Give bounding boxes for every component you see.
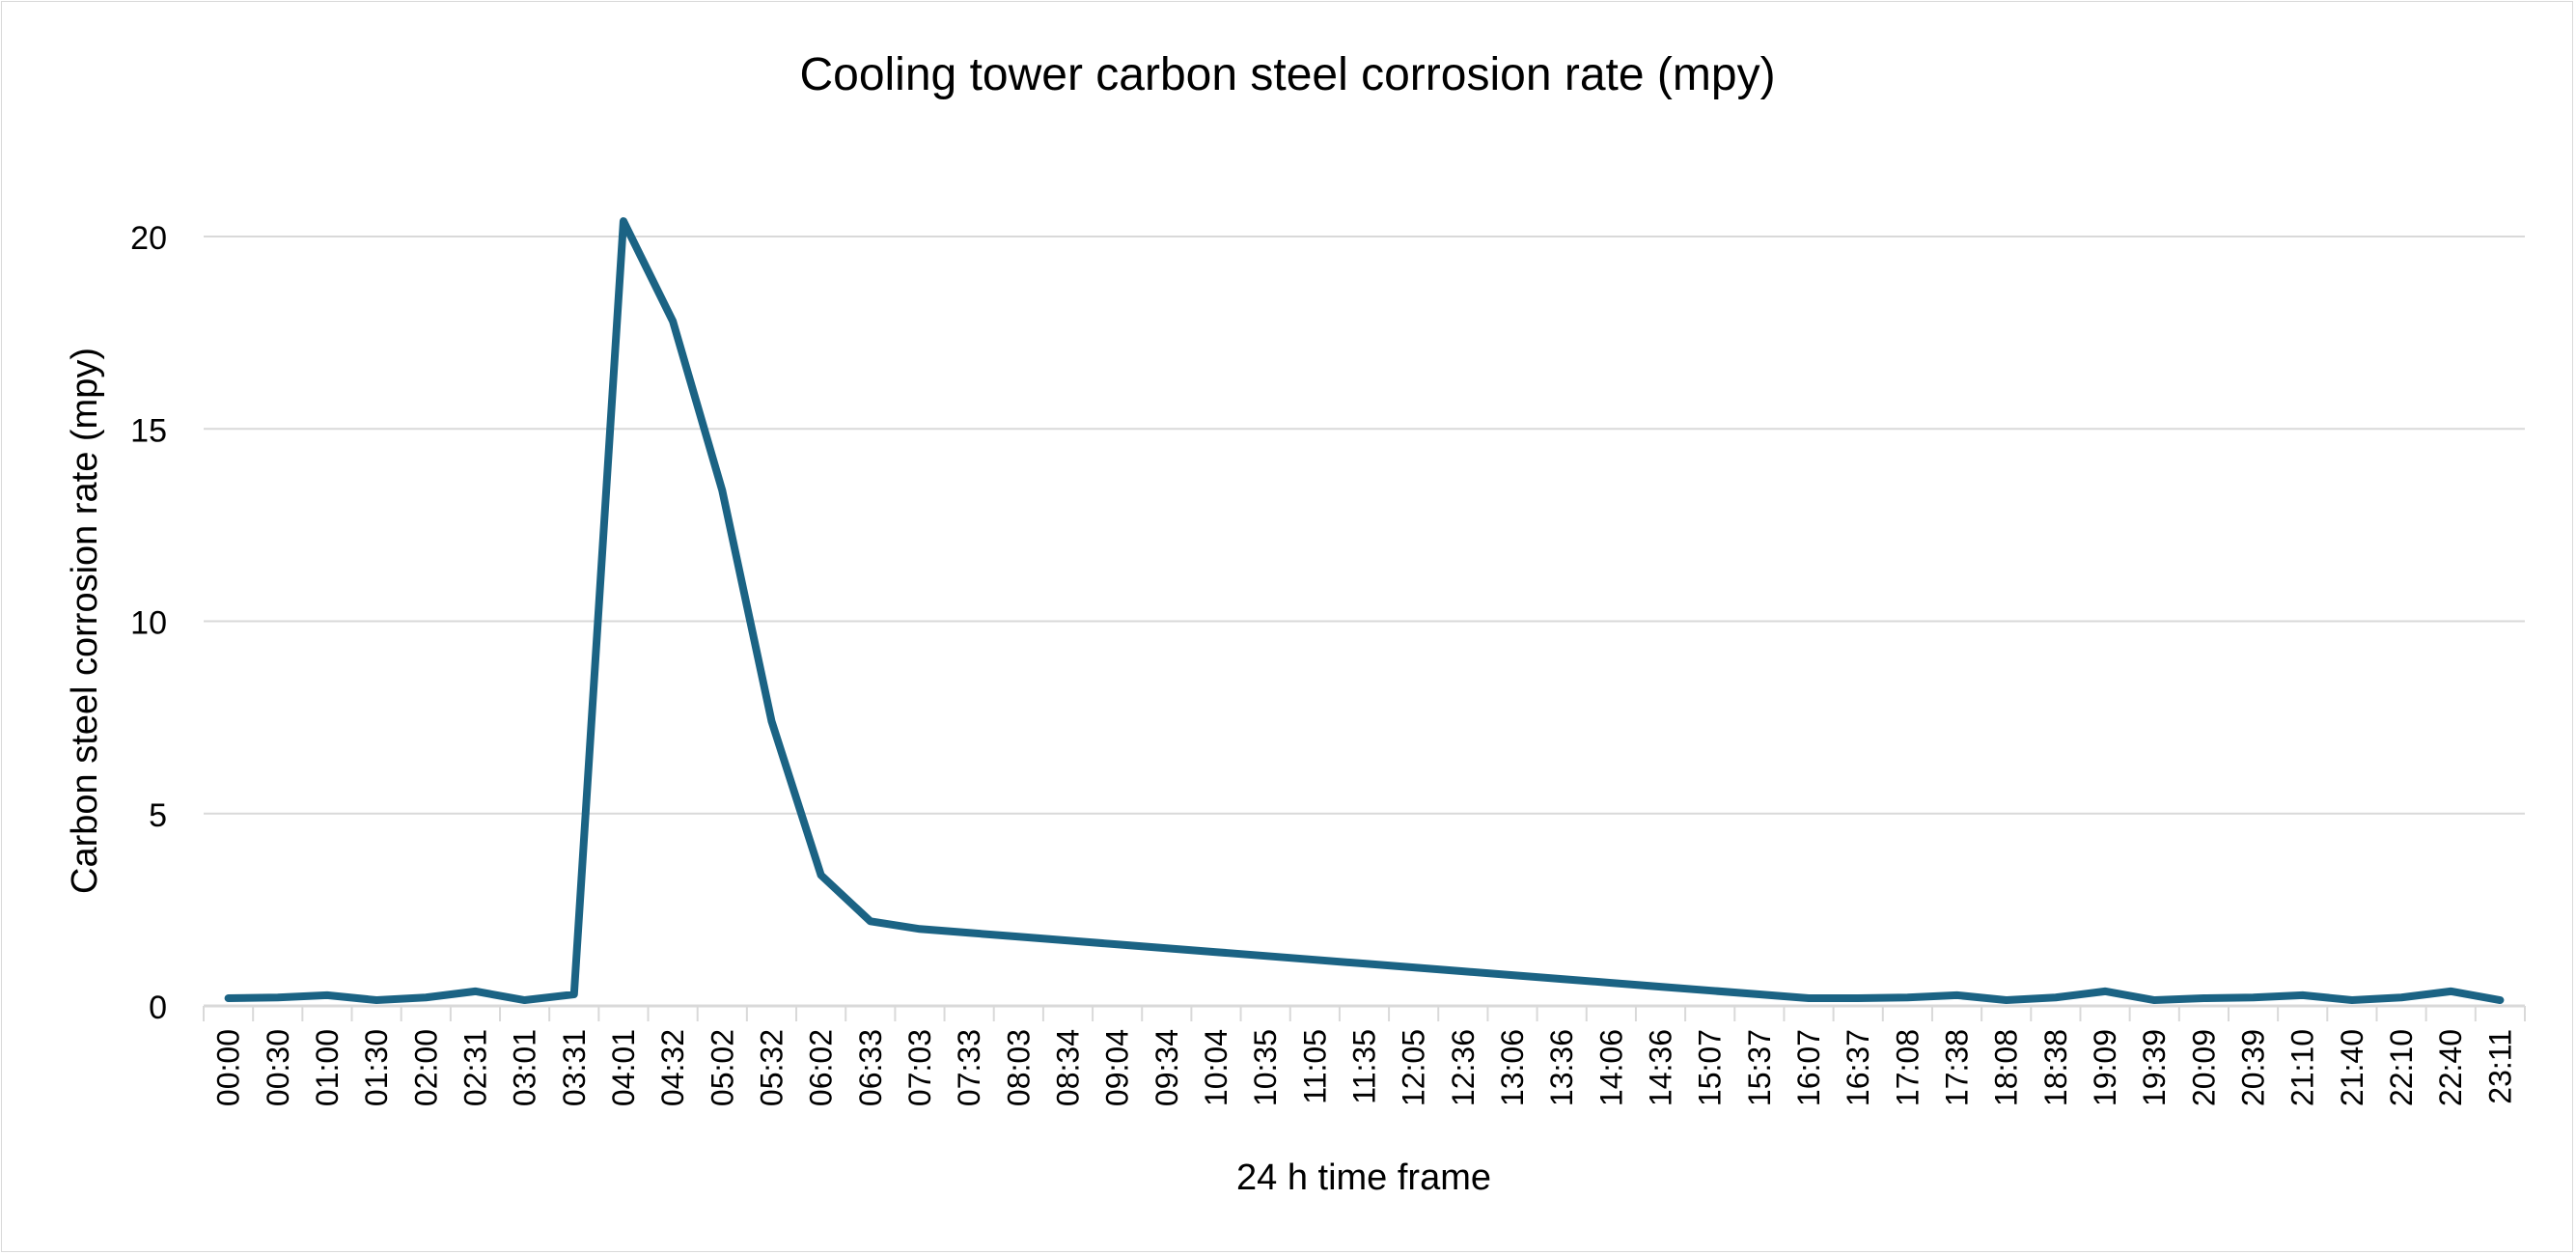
x-tick-label: 07:03: [902, 1029, 937, 1106]
x-tick-label: 14:06: [1593, 1029, 1628, 1106]
y-tick-label: 0: [149, 990, 167, 1026]
x-axis-label: 24 h time frame: [1236, 1157, 1491, 1198]
x-tick-label: 04:32: [655, 1029, 690, 1106]
x-tick-label: 13:36: [1544, 1029, 1579, 1106]
x-tick-label: 20:09: [2186, 1029, 2221, 1106]
x-tick-label: 20:39: [2236, 1029, 2271, 1106]
x-tick-label: 00:00: [211, 1029, 246, 1106]
x-tick-label: 08:03: [1001, 1029, 1036, 1106]
x-tick-label: 14:36: [1644, 1029, 1678, 1106]
x-tick-label: 07:33: [952, 1029, 986, 1106]
series-line: [224, 217, 2505, 1005]
x-tick-label: 10:04: [1199, 1029, 1233, 1106]
x-tick-label: 11:05: [1297, 1029, 1332, 1104]
x-tick-label: 16:07: [1791, 1029, 1826, 1106]
x-tick-label: 02:00: [408, 1029, 443, 1106]
x-tick-label: 04:01: [606, 1029, 641, 1106]
x-tick-label: 19:39: [2137, 1029, 2172, 1106]
x-tick-label: 22:10: [2384, 1029, 2419, 1106]
x-tick-label: 02:31: [457, 1029, 492, 1106]
x-tick-label: 13:06: [1495, 1029, 1530, 1106]
x-tick-label: 05:02: [705, 1029, 739, 1106]
x-tick-label: 21:40: [2335, 1029, 2369, 1106]
y-tick-label: 15: [130, 412, 167, 449]
x-tick-label: 00:30: [261, 1029, 295, 1106]
x-tick-label: 15:07: [1693, 1029, 1728, 1106]
x-tick-label: 16:37: [1841, 1029, 1875, 1106]
x-tick-label: 12:05: [1397, 1029, 1431, 1106]
y-tick-label: 10: [130, 605, 167, 642]
x-tick-label: 09:04: [1100, 1029, 1135, 1106]
y-tick-label: 5: [149, 797, 167, 834]
y-axis-label: Carbon steel corrosion rate (mpy): [65, 348, 105, 894]
x-tick-label: 22:40: [2433, 1029, 2468, 1106]
x-tick-label: 06:02: [804, 1029, 839, 1106]
x-tick-label: 21:10: [2285, 1029, 2320, 1106]
x-tick-label: 08:34: [1050, 1029, 1085, 1106]
x-tick-label: 10:35: [1248, 1029, 1283, 1106]
x-tick-label: 17:08: [1890, 1029, 1925, 1106]
x-tick-label: 12:36: [1446, 1029, 1481, 1106]
x-tick-label: 01:00: [310, 1029, 345, 1106]
x-tick-label: 23:11: [2482, 1029, 2517, 1104]
x-tick-label: 09:34: [1150, 1029, 1184, 1106]
x-tick-label: 06:33: [853, 1029, 888, 1106]
x-tick-label: 11:35: [1347, 1029, 1382, 1104]
x-tick-label: 18:08: [1989, 1029, 2024, 1106]
x-tick-label: 03:31: [557, 1029, 592, 1106]
x-tick-label: 03:01: [508, 1029, 542, 1106]
x-tick-label: 18:38: [2038, 1029, 2073, 1106]
y-tick-label: 20: [130, 220, 167, 257]
x-tick-label: 05:32: [754, 1029, 789, 1106]
x-tick-label: 19:09: [2088, 1029, 2122, 1106]
x-tick-label: 01:30: [359, 1029, 394, 1106]
chart-title: Cooling tower carbon steel corrosion rat…: [799, 49, 1775, 100]
x-tick-label: 17:38: [1940, 1029, 1975, 1106]
x-tick-label: 15:37: [1742, 1029, 1777, 1106]
